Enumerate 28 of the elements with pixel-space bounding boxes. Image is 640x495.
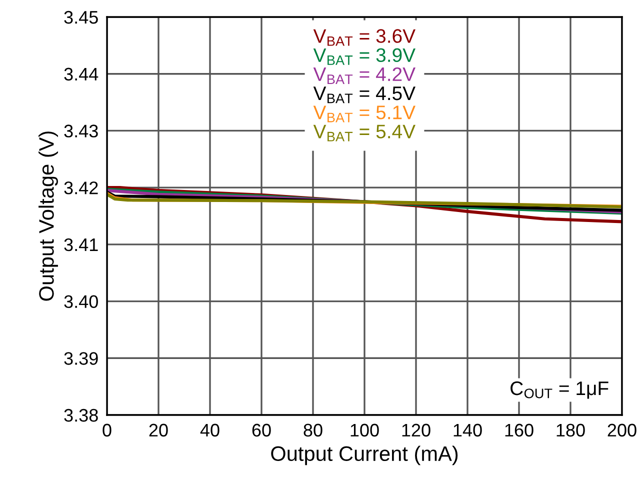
y-tick-label: 3.42	[64, 182, 98, 194]
x-tick-label: 0	[102, 424, 112, 437]
annotation: C$_{OUT}$ = 1μF	[510, 381, 608, 399]
x-tick-label: 160	[505, 424, 534, 437]
x-tick-label: 200	[608, 424, 636, 437]
x-tick-label: 60	[252, 424, 271, 437]
x-tick-label: 40	[200, 424, 220, 437]
x-tick-label: 140	[454, 424, 482, 437]
y-tick-label: 3.41	[64, 238, 98, 252]
y-tick-label: 3.43	[64, 124, 98, 138]
text: V$_{BAT}$ = 3.9V	[313, 48, 416, 65]
text: V$_{BAT}$ = 4.2V	[313, 67, 416, 84]
text: V$_{BAT}$ = 5.4V	[313, 124, 416, 142]
x-tick-label: 80	[304, 424, 322, 437]
y-tick-label: 3.40	[64, 295, 98, 308]
y-tick-label: 3.38	[64, 408, 98, 422]
text: V$_{BAT}$ = 4.5V	[313, 86, 416, 104]
y-tick-label: 3.39	[64, 352, 98, 365]
x-axis-title: Output Current (mA)	[271, 446, 458, 466]
text: V$_{BAT}$ = 5.1V	[313, 106, 416, 122]
y-tick-label: 3.44	[64, 68, 98, 81]
x-tick-label: 120	[402, 424, 430, 437]
x-tick-label: 100	[350, 424, 379, 437]
y-tick-label: 3.45	[64, 10, 98, 24]
text: V$_{BAT}$ = 3.6V	[313, 29, 416, 46]
x-tick-label: 20	[149, 424, 168, 437]
x-tick-label: 180	[556, 424, 585, 437]
y-axis-title: Output Voltage (V)	[38, 132, 58, 301]
